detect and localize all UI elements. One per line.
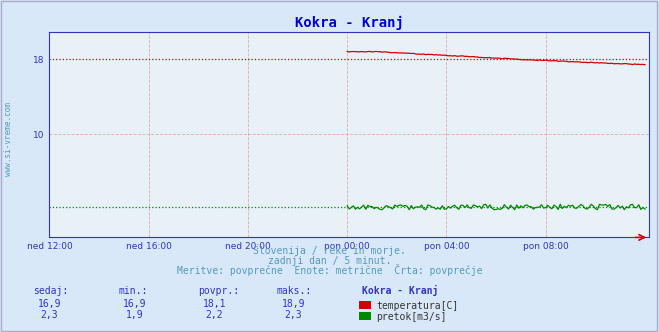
Text: min.:: min.: xyxy=(119,286,148,296)
Text: www.si-vreme.com: www.si-vreme.com xyxy=(4,103,13,176)
Text: pretok[m3/s]: pretok[m3/s] xyxy=(376,312,447,322)
Text: maks.:: maks.: xyxy=(277,286,312,296)
Text: 2,3: 2,3 xyxy=(285,310,302,320)
Title: Kokra - Kranj: Kokra - Kranj xyxy=(295,16,404,30)
Text: zadnji dan / 5 minut.: zadnji dan / 5 minut. xyxy=(268,256,391,266)
Text: sedaj:: sedaj: xyxy=(33,286,68,296)
Text: 2,2: 2,2 xyxy=(206,310,223,320)
Text: temperatura[C]: temperatura[C] xyxy=(376,301,459,311)
Text: Slovenija / reke in morje.: Slovenija / reke in morje. xyxy=(253,246,406,256)
Text: povpr.:: povpr.: xyxy=(198,286,239,296)
Text: Meritve: povprečne  Enote: metrične  Črta: povprečje: Meritve: povprečne Enote: metrične Črta:… xyxy=(177,264,482,276)
Text: 16,9: 16,9 xyxy=(38,299,61,309)
Text: Kokra - Kranj: Kokra - Kranj xyxy=(362,285,439,296)
Text: 1,9: 1,9 xyxy=(127,310,144,320)
Text: 18,9: 18,9 xyxy=(281,299,305,309)
Text: 2,3: 2,3 xyxy=(41,310,58,320)
Text: 18,1: 18,1 xyxy=(202,299,226,309)
Text: 16,9: 16,9 xyxy=(123,299,147,309)
